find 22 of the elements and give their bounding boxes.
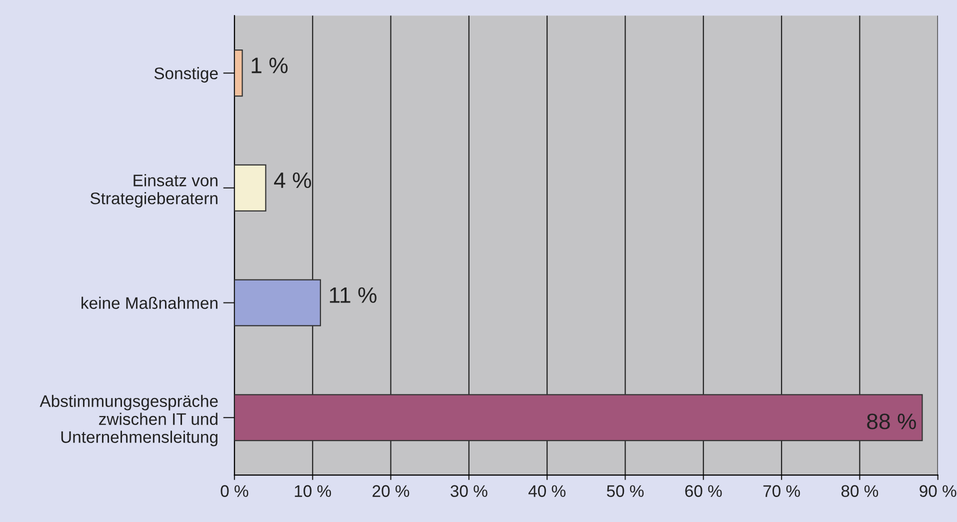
x-tick-label: 30 %: [450, 485, 488, 497]
bar: [234, 50, 243, 97]
y-tick-label: Abstimmungsgespräche zwischen IT und Unternehmensleitung: [40, 394, 218, 446]
x-tick-label: 40 %: [528, 485, 566, 497]
x-tick-label: 80 %: [841, 485, 878, 497]
data-label: 4 %: [274, 172, 312, 188]
bar: [234, 164, 266, 212]
y-tick-label: keine Maßnahmen: [82, 296, 218, 309]
x-tick-label: 90 %: [920, 485, 956, 497]
y-tick-label: Sonstige: [154, 67, 218, 83]
x-tick-label: 10 %: [294, 485, 332, 497]
x-tick-label: 60 %: [685, 485, 722, 497]
x-tick-label: 50 %: [606, 485, 644, 497]
x-tick-label: 20 %: [372, 485, 410, 497]
x-tick-label: 70 %: [763, 485, 800, 497]
y-tick-label: Einsatz von Strategieberatern: [90, 174, 218, 208]
data-label: 88 %: [867, 414, 916, 430]
bar: [234, 279, 321, 326]
data-label: 11 %: [330, 287, 376, 303]
x-tick-label: 0 %: [220, 485, 248, 497]
data-label: 1 %: [252, 58, 288, 74]
bar: [234, 394, 923, 442]
